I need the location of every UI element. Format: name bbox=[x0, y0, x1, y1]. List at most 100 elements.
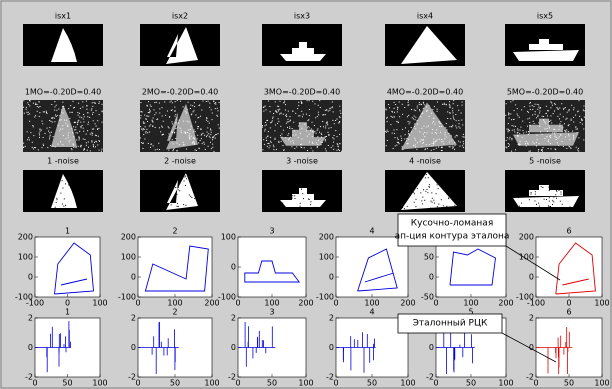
noise-pixel bbox=[146, 128, 148, 130]
noise-pixel bbox=[556, 107, 558, 109]
noise-pixel bbox=[579, 122, 581, 123]
noise-pixel bbox=[561, 103, 563, 105]
noise-pixel bbox=[538, 106, 540, 108]
contour-curve bbox=[449, 248, 496, 286]
axes-title: 5 bbox=[468, 308, 473, 317]
noise-pixel bbox=[439, 123, 441, 125]
noise-pixel bbox=[147, 174, 149, 176]
noise-pixel bbox=[264, 181, 266, 183]
noise-pixel bbox=[392, 175, 394, 177]
noise-pixel bbox=[438, 121, 440, 123]
noise-pixel bbox=[89, 197, 91, 199]
noise-pixel bbox=[538, 176, 540, 178]
noise-pixel bbox=[152, 117, 154, 119]
noise-pixel bbox=[436, 182, 438, 184]
noise-pixel bbox=[428, 115, 430, 117]
axes bbox=[237, 236, 307, 298]
noise-pixel bbox=[538, 205, 540, 207]
noise-pixel bbox=[422, 112, 424, 114]
noise-pixel bbox=[57, 124, 59, 126]
noise-pixel bbox=[73, 180, 75, 181]
axes-title: 6 bbox=[566, 308, 571, 317]
noise-pixel bbox=[509, 130, 511, 132]
noise-pixel bbox=[457, 105, 459, 107]
noise-pixel bbox=[447, 111, 449, 113]
contour-curve bbox=[244, 260, 301, 283]
noise-pixel bbox=[182, 106, 184, 108]
noise-pixel bbox=[407, 143, 409, 145]
noise-pixel bbox=[29, 113, 31, 115]
noise-pixel bbox=[505, 103, 507, 105]
noise-pixel bbox=[537, 150, 539, 152]
noise-pixel bbox=[568, 135, 570, 137]
noise-pixel bbox=[527, 118, 529, 120]
noise-pixel bbox=[318, 177, 320, 179]
x-tick-label: 0 bbox=[65, 299, 70, 308]
axes-title: 3 bbox=[269, 308, 274, 317]
noise-pixel bbox=[386, 186, 388, 188]
noise-pixel bbox=[151, 143, 153, 145]
noise-pixel bbox=[77, 132, 79, 134]
noise-pixel bbox=[393, 210, 395, 212]
noise-pixel bbox=[283, 102, 285, 104]
noise-pixel bbox=[425, 106, 427, 108]
noise-pixel bbox=[46, 113, 48, 114]
noise-pixel bbox=[525, 145, 527, 147]
noise-pixel bbox=[151, 120, 153, 122]
noise-pixel bbox=[86, 108, 88, 110]
noise-pixel bbox=[566, 111, 568, 113]
noise-pixel bbox=[565, 186, 567, 188]
noise-pixel bbox=[574, 186, 576, 188]
noise-pixel bbox=[83, 130, 85, 132]
noise-pixel bbox=[536, 203, 537, 205]
noise-pixel bbox=[66, 119, 67, 121]
noise-pixel bbox=[200, 182, 202, 184]
noise-pixel bbox=[520, 126, 522, 128]
noise-pixel bbox=[280, 202, 282, 204]
noise-pixel bbox=[81, 173, 83, 174]
y-tick-label: 0 bbox=[231, 263, 236, 272]
noise-pixel bbox=[431, 192, 433, 194]
noise-pixel bbox=[333, 141, 334, 143]
noise-pixel bbox=[201, 142, 203, 144]
noise-pixel bbox=[161, 107, 163, 109]
image-panel bbox=[262, 24, 342, 66]
noise-pixel bbox=[525, 175, 527, 177]
noise-pixel bbox=[184, 176, 186, 178]
noise-pixel bbox=[551, 104, 553, 106]
noise-pixel bbox=[193, 102, 195, 104]
x-tick-label: 100 bbox=[463, 299, 478, 308]
noise-pixel bbox=[422, 101, 424, 103]
noise-pixel bbox=[176, 150, 178, 152]
noise-pixel bbox=[409, 185, 411, 187]
noise-pixel bbox=[462, 124, 464, 126]
noise-pixel bbox=[422, 139, 424, 141]
noise-pixel bbox=[523, 132, 525, 134]
noise-pixel bbox=[80, 145, 82, 147]
noise-pixel bbox=[522, 176, 523, 178]
image-title: isx5 bbox=[537, 12, 553, 21]
noise-pixel bbox=[408, 114, 410, 116]
noise-pixel bbox=[433, 173, 435, 174]
image-panel bbox=[140, 170, 220, 212]
noise-pixel bbox=[205, 101, 207, 102]
noise-pixel bbox=[35, 104, 37, 105]
noise-pixel bbox=[426, 110, 427, 112]
noise-pixel bbox=[144, 114, 146, 116]
axes-title: 4 bbox=[369, 227, 374, 236]
noise-pixel bbox=[312, 100, 314, 102]
axes-title: 6 bbox=[566, 227, 571, 236]
noise-pixel bbox=[508, 117, 510, 119]
noise-pixel bbox=[319, 131, 320, 133]
noise-pixel bbox=[576, 172, 578, 174]
noise-pixel bbox=[528, 199, 530, 201]
noise-pixel bbox=[513, 203, 515, 205]
noise-pixel bbox=[72, 143, 74, 145]
noise-pixel bbox=[93, 128, 95, 130]
noise-pixel bbox=[561, 203, 563, 205]
silhouette bbox=[513, 118, 579, 146]
noise-pixel bbox=[83, 148, 85, 150]
noise-pixel bbox=[322, 114, 324, 116]
noise-pixel bbox=[394, 194, 396, 196]
image-title: 2 -noise bbox=[164, 157, 196, 166]
